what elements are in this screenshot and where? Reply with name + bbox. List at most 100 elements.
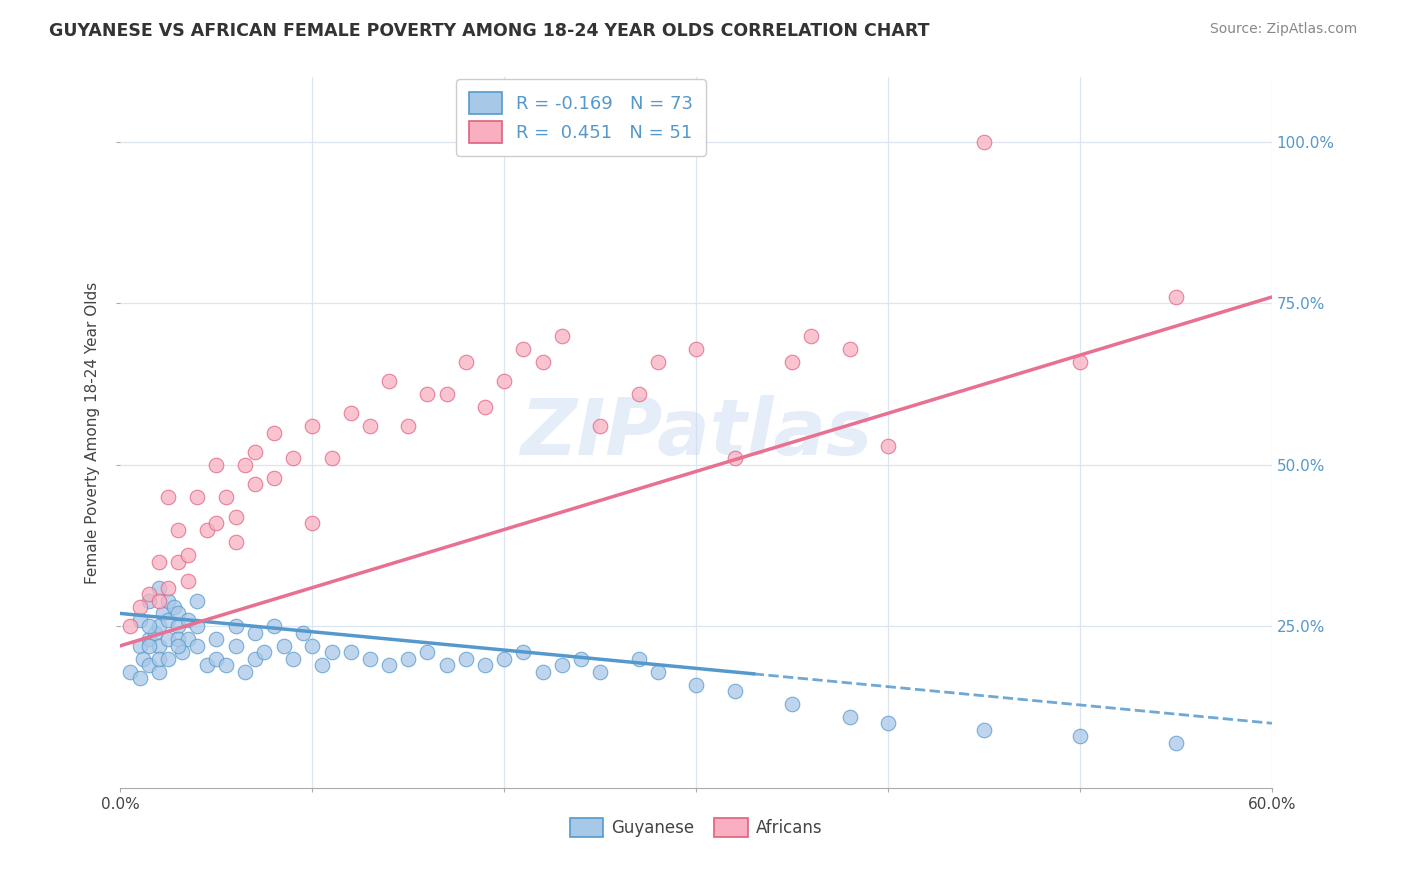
Point [253,645,276,659]
Point [148,639,170,653]
Point [128,613,150,627]
Point [205,651,228,665]
Point [685,677,707,691]
Point [243,445,266,459]
Point [215,658,238,673]
Point [157,651,180,665]
Point [167,523,190,537]
Point [225,509,247,524]
Point [273,639,295,653]
Point [157,632,180,647]
Point [176,613,198,627]
Point [128,600,150,615]
Point [176,549,198,563]
Point [167,632,190,647]
Point [780,354,803,368]
Point [195,658,218,673]
Point [138,587,160,601]
Point [138,593,160,607]
Point [138,619,160,633]
Point [627,387,650,401]
Point [311,658,333,673]
Point [512,342,534,356]
Point [167,639,190,653]
Point [163,600,186,615]
Point [474,658,496,673]
Point [359,651,381,665]
Point [225,619,247,633]
Point [416,645,439,659]
Point [167,555,190,569]
Point [512,645,534,659]
Point [531,354,554,368]
Point [301,639,323,653]
Point [1069,354,1091,368]
Point [973,723,995,737]
Point [118,665,141,679]
Text: ZIPatlas: ZIPatlas [520,394,872,471]
Text: Source: ZipAtlas.com: Source: ZipAtlas.com [1209,22,1357,37]
Point [128,671,150,685]
Point [1164,736,1187,750]
Point [233,458,256,472]
Point [723,451,745,466]
Point [1069,729,1091,743]
Point [138,639,160,653]
Point [378,658,401,673]
Point [877,716,900,731]
Point [157,593,180,607]
Point [838,710,860,724]
Point [454,354,477,368]
Point [233,665,256,679]
Point [301,516,323,530]
Point [186,639,208,653]
Point [205,516,228,530]
Point [186,490,208,504]
Legend: Guyanese, Africans: Guyanese, Africans [562,811,830,844]
Point [205,458,228,472]
Point [143,625,166,640]
Point [436,387,458,401]
Point [531,665,554,679]
Point [647,354,669,368]
Y-axis label: Female Poverty Among 18-24 Year Olds: Female Poverty Among 18-24 Year Olds [86,282,100,583]
Point [132,651,155,665]
Point [454,651,477,665]
Point [283,451,305,466]
Point [243,651,266,665]
Point [627,651,650,665]
Point [170,645,193,659]
Point [569,651,592,665]
Point [396,419,419,434]
Point [118,619,141,633]
Point [128,639,150,653]
Point [283,651,305,665]
Point [301,419,323,434]
Point [321,645,343,659]
Point [291,625,314,640]
Point [148,555,170,569]
Point [494,374,516,388]
Point [167,619,190,633]
Point [176,632,198,647]
Point [685,342,707,356]
Point [321,451,343,466]
Point [723,684,745,698]
Point [589,665,612,679]
Point [877,439,900,453]
Point [215,490,238,504]
Point [148,665,170,679]
Point [1164,290,1187,304]
Point [494,651,516,665]
Point [195,523,218,537]
Point [263,619,285,633]
Text: GUYANESE VS AFRICAN FEMALE POVERTY AMONG 18-24 YEAR OLDS CORRELATION CHART: GUYANESE VS AFRICAN FEMALE POVERTY AMONG… [49,22,929,40]
Point [148,581,170,595]
Point [138,658,160,673]
Point [436,658,458,673]
Point [474,400,496,414]
Point [647,665,669,679]
Point [551,328,574,343]
Point [157,581,180,595]
Point [973,135,995,149]
